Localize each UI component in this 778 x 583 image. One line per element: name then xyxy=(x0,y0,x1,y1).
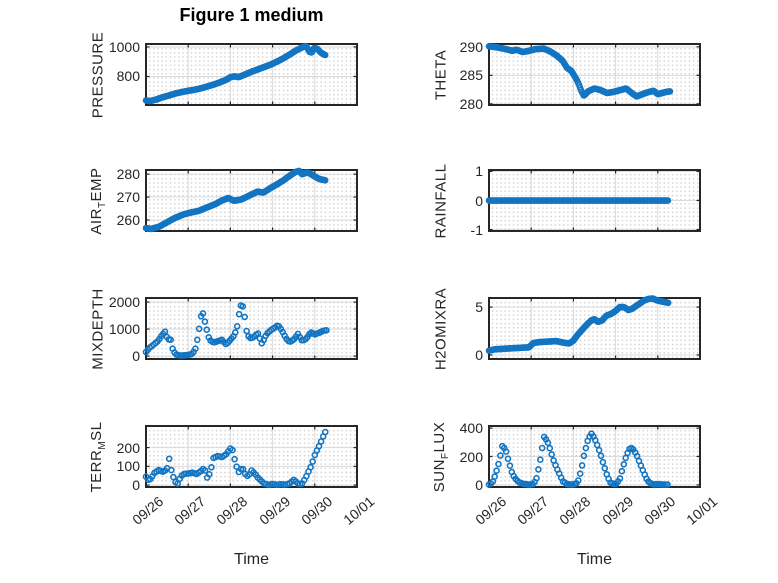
x-axis-label-left: Time xyxy=(234,551,269,568)
air-temp-plot-canvas xyxy=(142,167,358,233)
theta-data-points xyxy=(485,43,674,100)
terr-msl-xtick-label: 09/28 xyxy=(213,493,251,528)
terr-msl-xtick-label: 10/01 xyxy=(340,493,378,528)
theta-ytick-label: 280 xyxy=(459,95,483,112)
sun-flux-plot-canvas xyxy=(485,425,701,488)
terr-msl-ytick-label: 100 xyxy=(116,458,140,475)
air-temp-ytick-label: 280 xyxy=(116,166,140,183)
rainfall-ytick-label: 0 xyxy=(475,192,483,209)
ylabel-text: SL xyxy=(88,420,105,441)
terr-msl-ytick-label: 0 xyxy=(132,477,140,494)
terr-msl-xtick-label: 09/26 xyxy=(129,493,167,528)
air-temp-ytick-label: 260 xyxy=(116,211,140,228)
terr-msl-ytick-label: 200 xyxy=(116,439,140,456)
sun-flux-ytick-label: 0 xyxy=(475,476,483,493)
rainfall-data-points xyxy=(485,197,672,204)
subplot-rainfall: RAINFALL -1 0 1 xyxy=(433,163,701,238)
subplot-terr-msl: TERRMSL 0 100 200 09/26 09/27 09/28 09/29 09/30 1… xyxy=(88,421,377,528)
axes-frame xyxy=(488,43,701,106)
h2omixra-data-points xyxy=(485,295,672,355)
mixdepth-ytick-label: 2000 xyxy=(108,294,140,311)
subplot-h2omixra: H2OMIXRA 0 5 xyxy=(433,287,701,370)
rainfall-plot-canvas xyxy=(485,169,701,232)
x-axis-label-right: Time xyxy=(577,551,612,568)
figure-title: Figure 1 medium xyxy=(179,5,324,25)
rainfall-ytick-label: 1 xyxy=(475,163,483,180)
major-gridlines xyxy=(489,44,700,105)
subplot-sun-flux: SUNFLUX 0 200 400 09/26 09/27 09/28 09/29 09/30 1… xyxy=(431,420,720,528)
axes-frame xyxy=(145,169,358,232)
sun-flux-xtick-label: 09/28 xyxy=(556,493,594,528)
sun-flux-xtick-label: 09/26 xyxy=(472,493,510,528)
axes-frame xyxy=(145,43,358,106)
sun-flux-xtick-label: 10/01 xyxy=(683,493,721,528)
h2omixra-ytick-label: 5 xyxy=(475,299,483,316)
h2omixra-plot-canvas xyxy=(485,295,701,360)
mixdepth-data-points xyxy=(142,302,330,359)
subplot-pressure: PRESSURE 800 1000 xyxy=(90,31,358,118)
terr-msl-data-points xyxy=(142,428,329,488)
subplot-air-temp: AIRTEMP 260 270 280 xyxy=(88,166,358,234)
major-gridlines xyxy=(146,44,357,105)
theta-ytick-label: 285 xyxy=(459,67,483,84)
pressure-plot-canvas xyxy=(142,42,358,106)
subplot-theta: THETA 280 285 290 xyxy=(433,39,701,112)
pressure-ytick-label: 1000 xyxy=(108,38,140,55)
sun-flux-ytick-label: 200 xyxy=(459,448,483,465)
subplot-mixdepth: MIXDEPTH 0 1000 2000 xyxy=(90,288,358,369)
pressure-ytick-label: 800 xyxy=(116,68,140,85)
major-gridlines xyxy=(146,426,357,487)
h2omixra-ytick-label: 0 xyxy=(475,346,483,363)
tick-marks xyxy=(145,298,358,359)
air-temp-ytick-label: 270 xyxy=(116,189,140,206)
axes-frame xyxy=(145,425,358,488)
rainfall-ytick-label: -1 xyxy=(470,221,483,238)
tick-marks xyxy=(488,170,701,231)
tick-marks xyxy=(145,44,358,105)
mixdepth-ytick-label: 0 xyxy=(132,348,140,365)
pressure-data-points xyxy=(142,42,329,105)
air-temp-data-points xyxy=(142,167,329,233)
mixdepth-plot-canvas xyxy=(142,297,358,360)
mixdepth-ytick-label: 1000 xyxy=(108,321,140,338)
sun-flux-data-points xyxy=(485,430,671,488)
sun-flux-ytick-label: 400 xyxy=(459,420,483,437)
theta-plot-canvas xyxy=(485,43,701,106)
axes-frame xyxy=(488,297,701,360)
theta-ytick-label: 290 xyxy=(459,38,483,55)
terr-msl-xtick-label: 09/29 xyxy=(255,493,293,528)
sun-flux-xtick-label: 09/29 xyxy=(598,493,636,528)
terr-msl-plot-canvas xyxy=(142,425,358,488)
tick-marks xyxy=(145,426,358,487)
